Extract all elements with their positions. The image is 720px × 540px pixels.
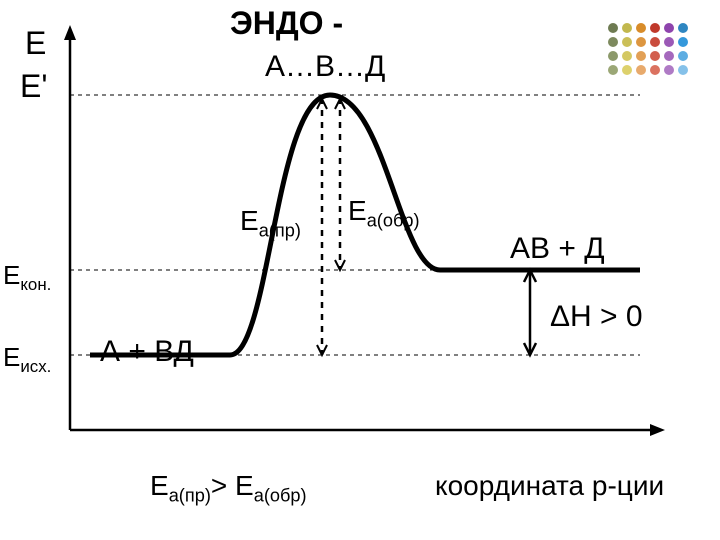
- reactants-label: А + ВД: [100, 335, 194, 369]
- ea-pr-label: Еа(пр): [240, 205, 301, 242]
- ea-obr-label: Еа(обр): [348, 195, 420, 232]
- x-axis-label: координата р-ции: [435, 470, 664, 502]
- title-label: ЭНДО -: [230, 5, 343, 42]
- deltaH-label: ΔН > 0: [550, 300, 643, 334]
- y-axis-E-kon: Екон.: [3, 260, 51, 295]
- inequality-label: Eа(пр)> Еа(обр): [150, 470, 307, 507]
- products-label: АВ + Д: [510, 232, 605, 266]
- y-axis-E-prime: Е': [20, 68, 47, 105]
- y-axis-E: Е: [25, 25, 46, 62]
- transition-label: А…В…Д: [265, 50, 385, 84]
- y-axis-E-isx: Еисх.: [3, 342, 51, 377]
